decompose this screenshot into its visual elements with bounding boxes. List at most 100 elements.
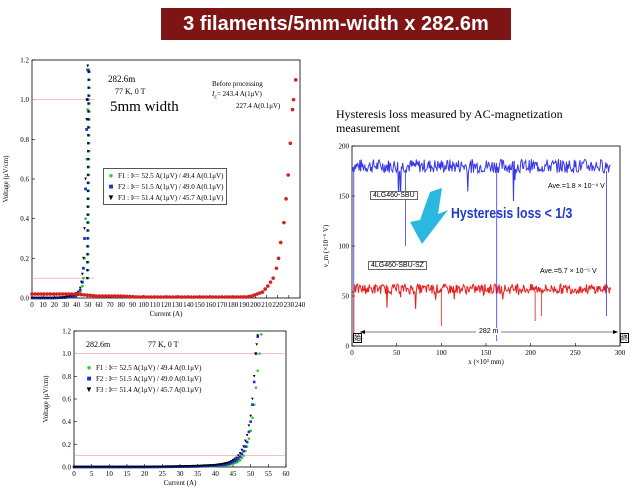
- chart2-condition: 77 K, 0 T: [148, 340, 179, 349]
- x-tick-label: 30: [177, 470, 185, 478]
- data-point-f3: [162, 465, 166, 469]
- data-point-f2: [244, 445, 247, 448]
- x-tick-label: 25: [159, 470, 167, 478]
- data-point-f2: [245, 440, 249, 444]
- data-point-before-processing: [266, 284, 270, 288]
- end-marker: 終: [620, 333, 629, 343]
- data-point-before-processing: [282, 220, 286, 225]
- data-point-f1: [80, 284, 84, 288]
- data-point-f3: [247, 424, 251, 427]
- data-point-before-processing: [30, 292, 34, 296]
- y-tick-label: 0.0: [20, 295, 29, 303]
- x-tick-label: 70: [107, 301, 115, 309]
- data-point-f3: [187, 465, 191, 468]
- span-label: 282 m: [476, 328, 502, 335]
- data-point-before-processing: [195, 295, 200, 299]
- data-point-f3: [64, 295, 68, 299]
- y-axis-label: Voltage (μV/cm): [42, 375, 50, 423]
- x-tick-label: 190: [239, 301, 250, 309]
- legend2-f2-marker: ■: [86, 374, 92, 383]
- data-point-before-processing: [119, 294, 123, 298]
- data-point-before-processing: [146, 295, 151, 299]
- data-point-f3: [86, 205, 89, 208]
- data-point-f2: [80, 280, 84, 284]
- data-point-f3: [90, 465, 93, 469]
- y-tick-label: 100: [339, 243, 350, 251]
- x-axis-label: x (×10³ mm): [468, 358, 504, 366]
- data-point-f3: [92, 465, 95, 469]
- y-tick-label: 50: [342, 293, 350, 301]
- data-point-f3: [106, 465, 109, 469]
- data-point-f3: [192, 464, 196, 468]
- x-axis-label: Current (A): [164, 479, 198, 487]
- data-point-f2: [231, 460, 235, 464]
- data-point-f3: [178, 465, 182, 468]
- data-point-before-processing: [88, 293, 92, 298]
- data-point-f3: [221, 462, 224, 466]
- data-point-before-processing: [97, 294, 102, 298]
- data-point-before-processing: [204, 295, 209, 299]
- x-tick-label: 0: [72, 470, 76, 478]
- data-point-f3: [169, 465, 173, 468]
- data-point-f3: [131, 465, 134, 469]
- data-point-f3: [86, 261, 89, 264]
- down-arrow-icon: [410, 188, 448, 244]
- x-tick-label: 220: [272, 301, 283, 309]
- x-tick-label: 170: [217, 301, 228, 309]
- data-point-before-processing: [128, 294, 132, 299]
- data-point-f3: [66, 295, 70, 299]
- label-4lg460-sbu-sz: 4LG460-SBU-SZ: [368, 261, 427, 270]
- y-tick-label: 1.2: [62, 328, 71, 336]
- x-tick-label: 60: [283, 470, 291, 478]
- data-point-before-processing: [228, 295, 233, 299]
- data-point-before-processing: [276, 256, 281, 261]
- x-tick-label: 60: [96, 301, 104, 309]
- data-point-f3: [84, 177, 87, 181]
- data-point-before-processing: [271, 276, 276, 280]
- data-point-before-processing: [291, 97, 296, 102]
- data-point-f3: [86, 221, 89, 224]
- y-tick-label: 0.2: [20, 255, 29, 263]
- data-point-before-processing: [286, 173, 291, 177]
- data-point-f3: [111, 465, 115, 469]
- data-point-before-processing: [42, 292, 47, 296]
- data-point-before-processing: [137, 295, 141, 299]
- data-point-f3: [143, 465, 146, 469]
- data-point-f3: [87, 86, 90, 89]
- data-point-f3: [82, 256, 85, 260]
- x-tick-label: 150: [194, 301, 205, 309]
- before-processing-label: Before processing: [212, 80, 263, 88]
- data-point-before-processing: [236, 295, 241, 299]
- data-point-f3: [74, 465, 78, 469]
- data-point-f3: [171, 465, 175, 468]
- data-point-f3: [100, 465, 104, 469]
- data-point-f3: [54, 296, 57, 300]
- data-point-f3: [242, 445, 245, 448]
- y-tick-label: 0.4: [20, 215, 29, 223]
- x-tick-label: 0: [30, 301, 34, 309]
- x-tick-label: 40: [73, 301, 81, 309]
- data-point-f3: [30, 296, 34, 300]
- x-tick-label: 250: [570, 349, 581, 357]
- plot-frame: [73, 330, 287, 468]
- data-point-f3: [86, 213, 89, 216]
- data-point-f3: [88, 465, 92, 469]
- data-point-f3: [79, 465, 83, 469]
- ave-red: Ave.=5.7 × 10⁻⁵ V: [540, 268, 597, 275]
- data-point-f3: [212, 463, 215, 467]
- data-point-before-processing: [100, 294, 105, 298]
- data-point-f3: [79, 280, 83, 284]
- data-point-f3: [86, 150, 90, 153]
- data-point-before-processing: [94, 294, 99, 298]
- data-point-f3: [146, 465, 150, 469]
- data-point-f3: [87, 102, 90, 105]
- data-point-before-processing: [115, 294, 120, 298]
- hysteresis-ratio-text: Hysteresis loss < 1/3: [451, 205, 573, 222]
- data-point-before-processing: [63, 292, 68, 296]
- data-point-f3: [136, 465, 139, 469]
- data-point-before-processing: [140, 295, 145, 299]
- data-point-f3: [182, 465, 185, 468]
- data-point-before-processing: [66, 292, 71, 296]
